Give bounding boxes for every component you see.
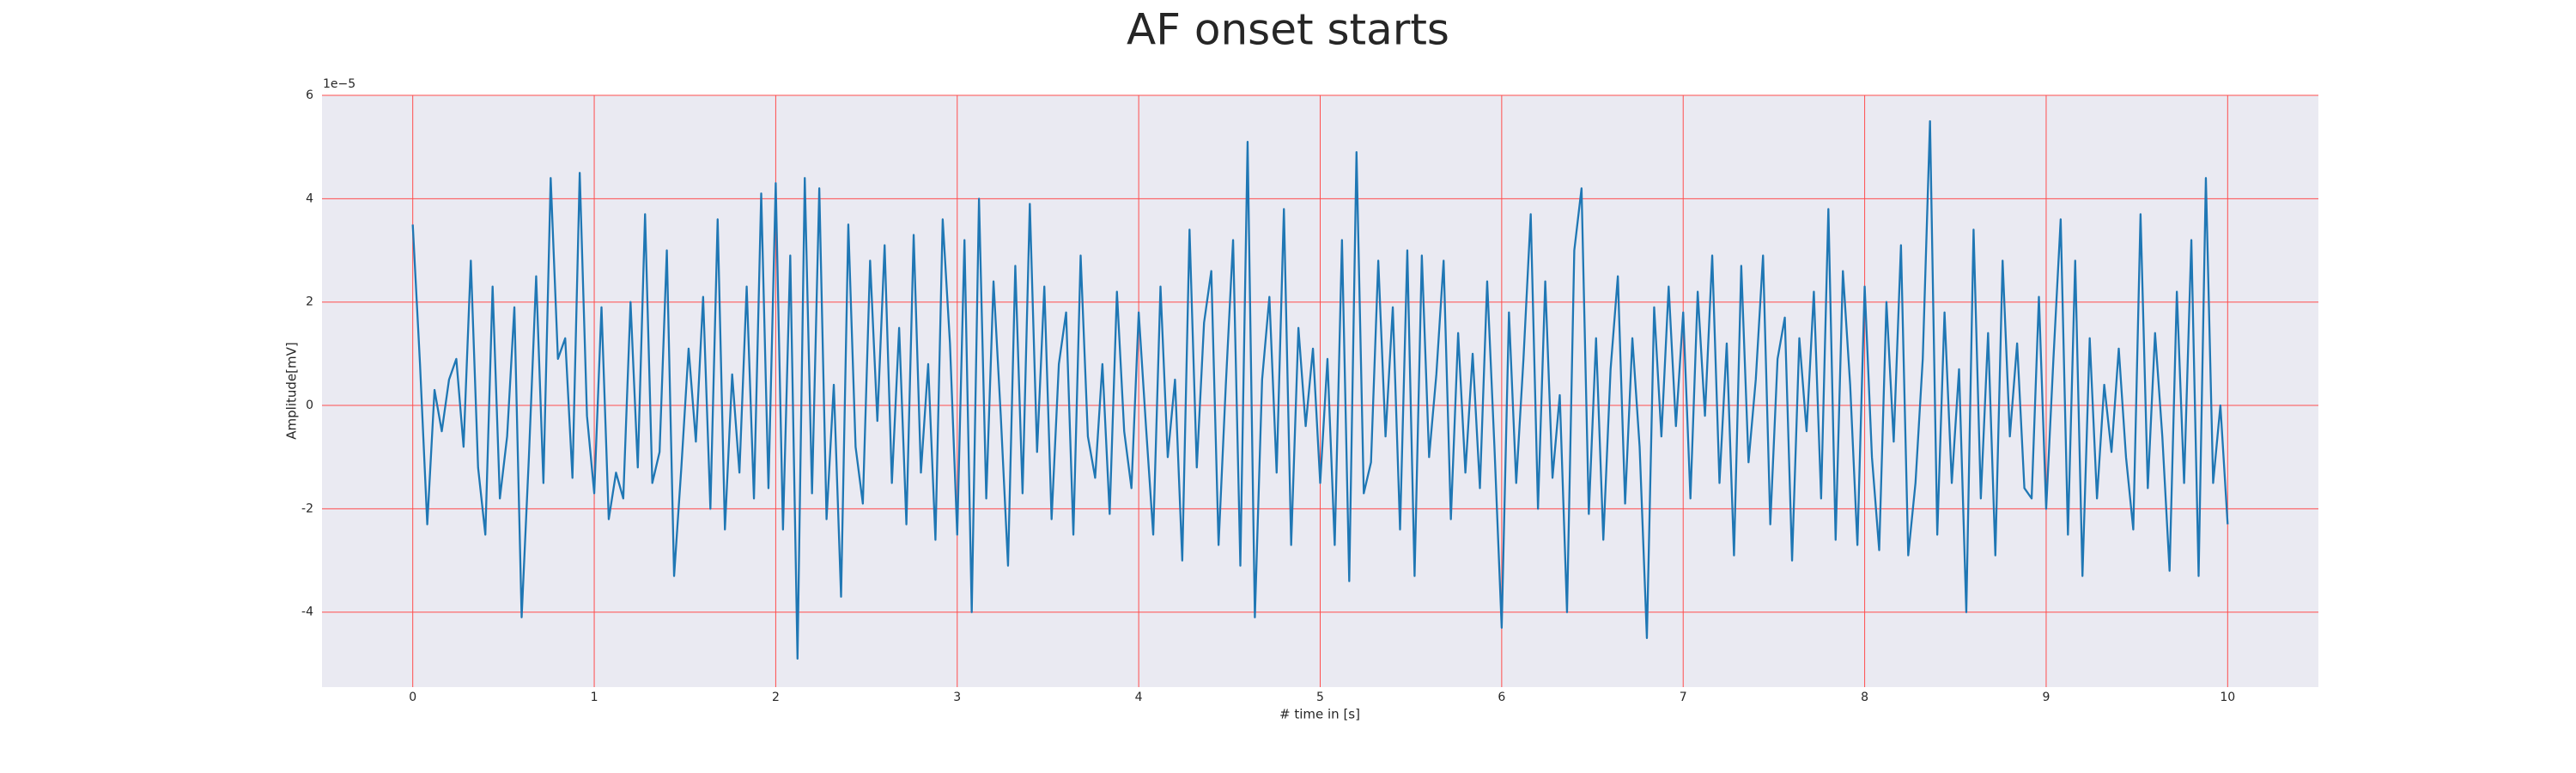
x-tick-label: 6 — [1498, 691, 1505, 704]
x-tick-label: 8 — [1861, 691, 1868, 704]
x-tick-label: 9 — [2042, 691, 2050, 704]
signal-line — [411, 119, 2229, 660]
y-offset-label: 1e−5 — [323, 77, 355, 91]
y-tick-label: 2 — [306, 295, 313, 309]
x-tick-label: 0 — [409, 691, 416, 704]
x-tick-label: 2 — [772, 691, 780, 704]
x-tick-label: 7 — [1680, 691, 1687, 704]
x-tick-label: 10 — [2220, 691, 2235, 704]
y-tick-label: 4 — [306, 192, 313, 205]
y-tick-label: -4 — [301, 606, 313, 619]
x-tick-label: 1 — [591, 691, 598, 704]
y-tick-label: -2 — [301, 502, 313, 515]
y-axis-label: Amplitude[mV] — [284, 342, 300, 439]
x-tick-label: 3 — [953, 691, 961, 704]
x-axis-label: # time in [s] — [1279, 707, 1360, 722]
chart-title: AF onset starts — [1127, 5, 1449, 55]
x-tick-label: 4 — [1135, 691, 1143, 704]
y-tick-label: 0 — [306, 399, 313, 412]
x-tick-label: 5 — [1316, 691, 1324, 704]
y-tick-label: 6 — [306, 88, 313, 102]
